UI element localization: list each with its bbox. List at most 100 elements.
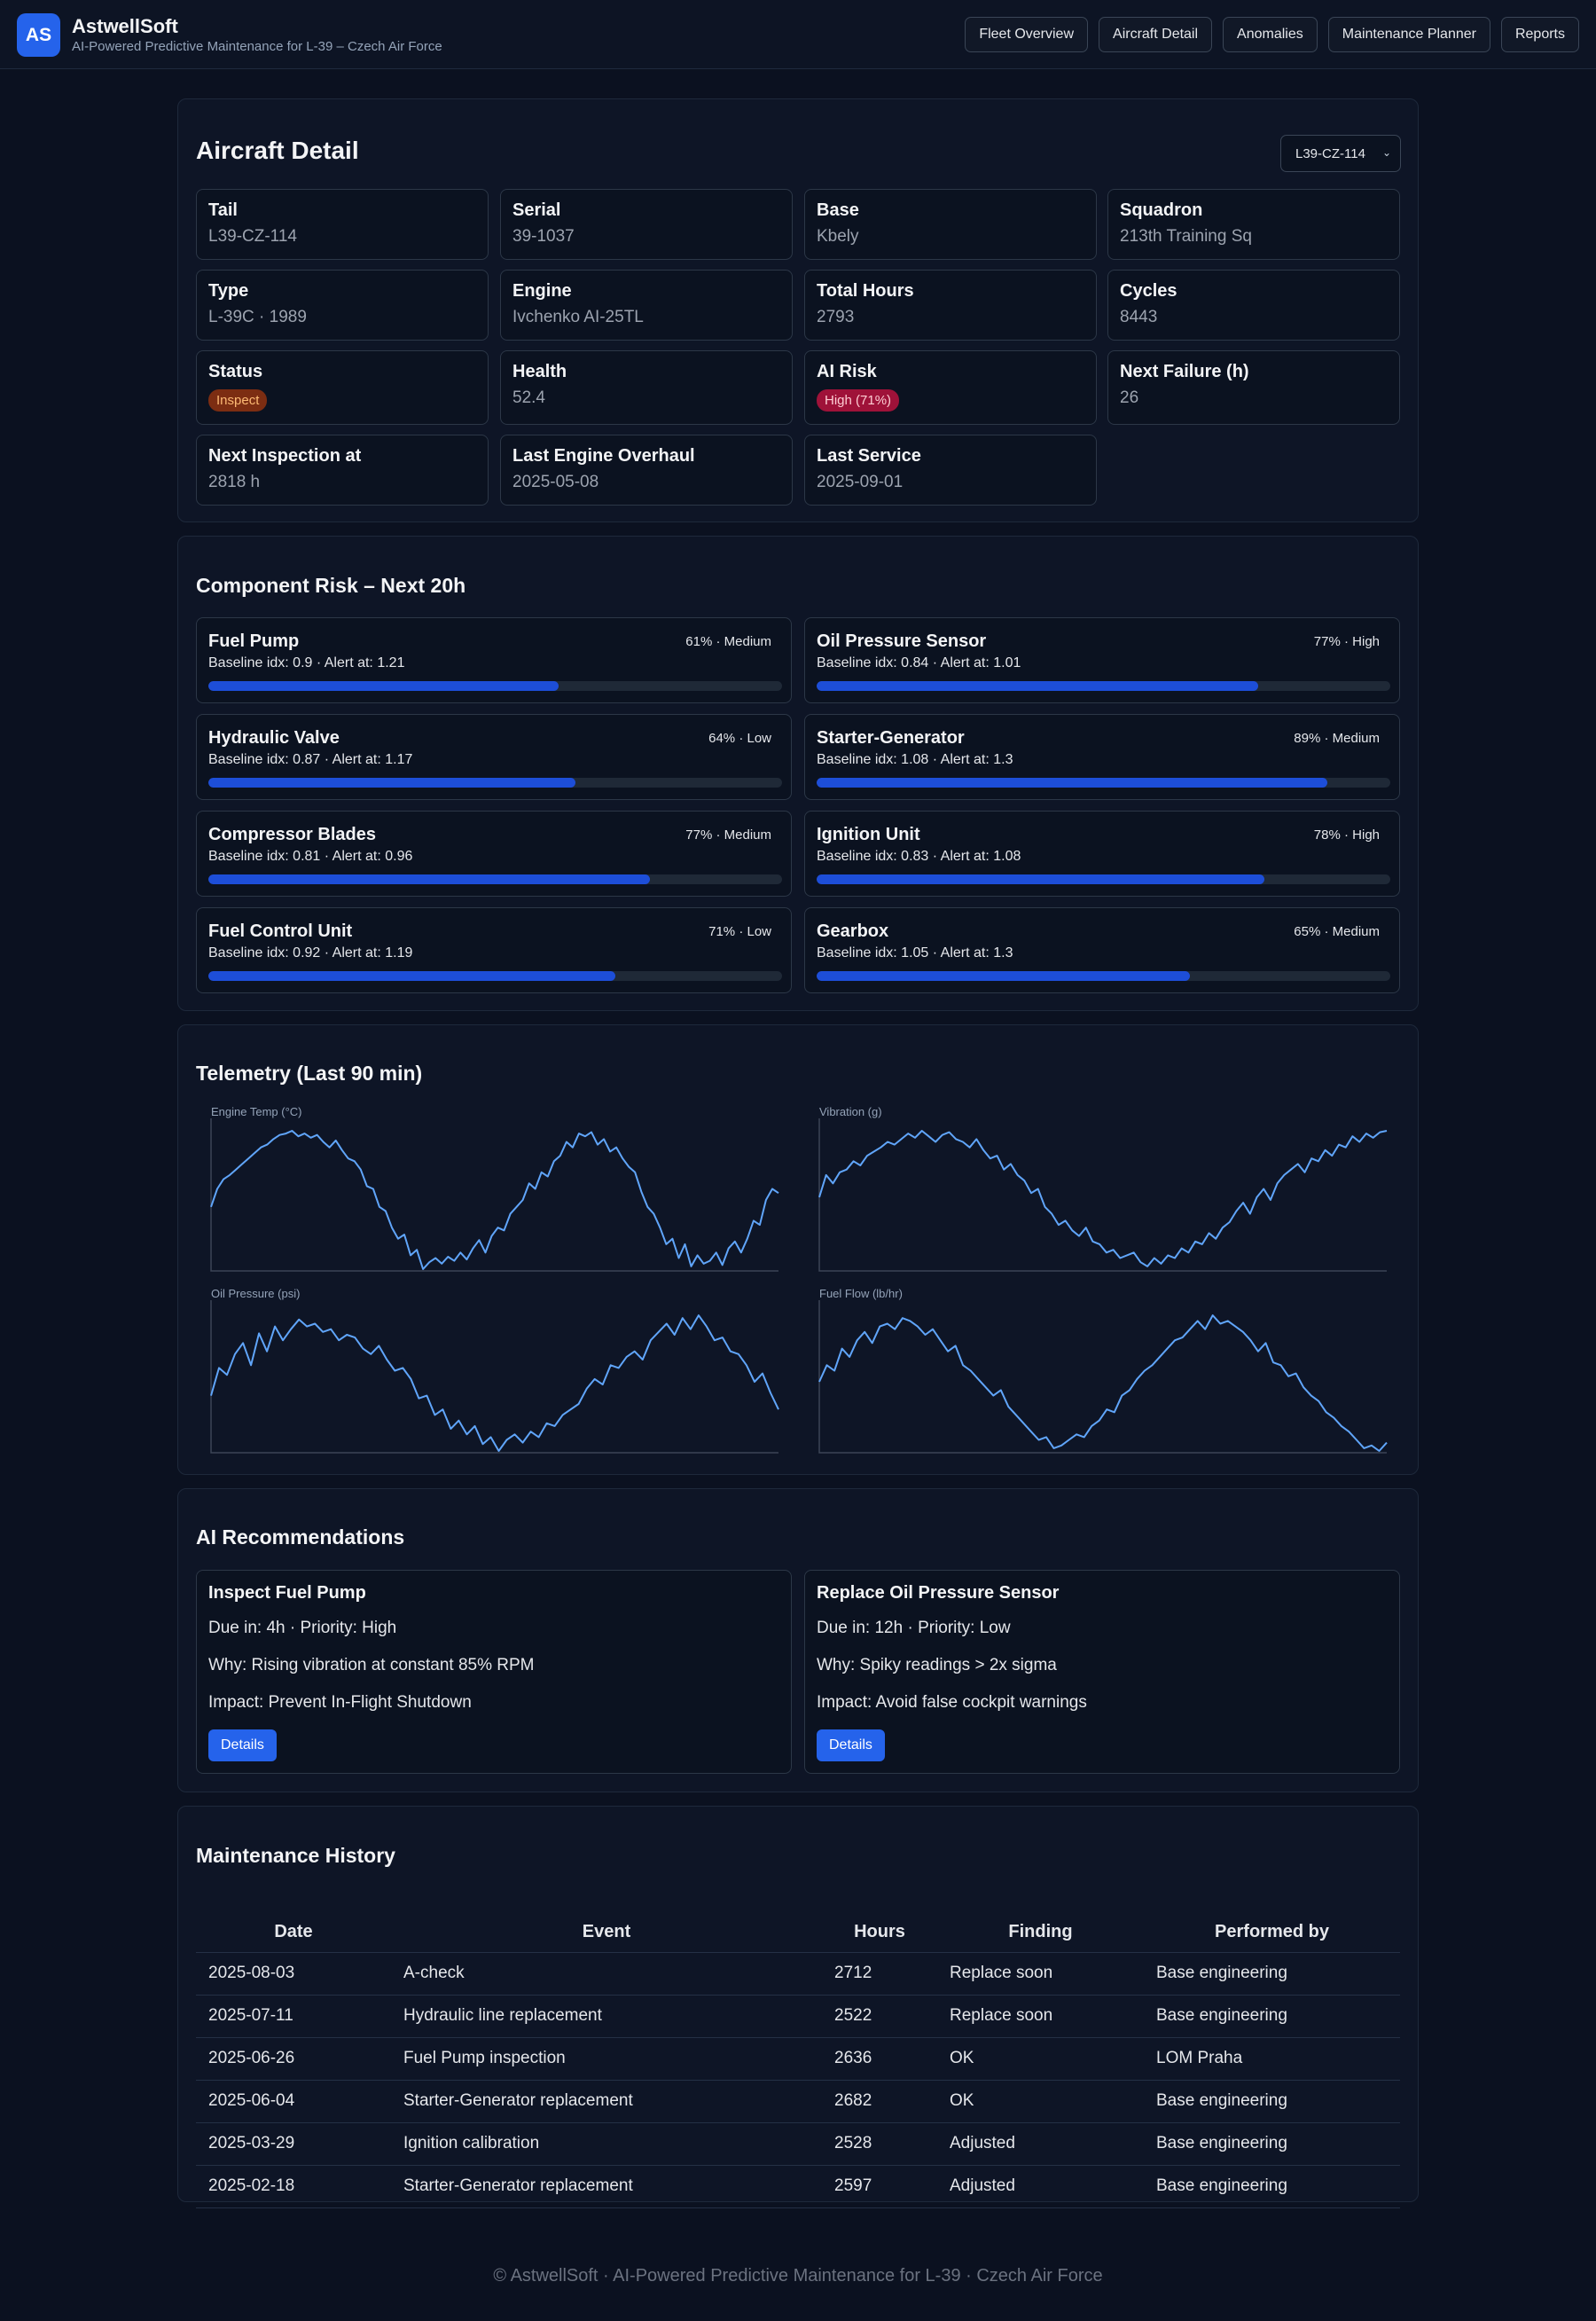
info-label: Serial <box>512 200 561 220</box>
oil-pressure-chart: Oil Pressure (psi) <box>210 1287 779 1454</box>
nav-reports[interactable]: Reports <box>1500 17 1579 52</box>
column-header: Event <box>582 1922 631 1942</box>
top-bar: AS AstwellSoft AI-Powered Predictive Mai… <box>0 0 1596 69</box>
chart-series-line <box>818 1314 1388 1452</box>
aircraft-select-value: L39-CZ-114 <box>1295 145 1365 161</box>
main-nav: Fleet Overview Aircraft Detail Anomalies… <box>965 17 1579 52</box>
component-risk-tag: 64% · Low <box>708 731 771 746</box>
chart-axis-label: Fuel Flow (lb/hr) <box>819 1287 903 1300</box>
aircraft-select[interactable]: L39-CZ-114 ⌄ <box>1280 135 1401 172</box>
table-cell: Fuel Pump inspection <box>391 2036 822 2080</box>
table-cell: 2682 <box>822 2079 937 2122</box>
info-value: 52.4 <box>512 388 545 407</box>
component-risk-item: Compressor Blades 77% · Medium Baseline id… <box>196 811 792 897</box>
column-header: Finding <box>1008 1922 1073 1942</box>
info-label: Base <box>817 200 859 220</box>
info-cycles: Cycles 8443 <box>1107 270 1400 341</box>
component-baseline: Baseline idx: 0.9 · Alert at: 1.21 <box>208 655 405 670</box>
table-cell: 2528 <box>822 2121 937 2165</box>
table-cell: Replace soon <box>937 1994 1144 2037</box>
component-name: Hydraulic Valve <box>208 728 340 748</box>
table-cell: Starter-Generator replacement <box>391 2079 822 2122</box>
telemetry-card: Telemetry (Last 90 min) Engine Temp (°C)… <box>177 1024 1419 1475</box>
risk-badge: High (71%) <box>817 389 900 412</box>
info-next-inspection: Next Inspection at 2818 h <box>196 435 489 506</box>
chevron-down-icon: ⌄ <box>1381 146 1391 159</box>
chart-series-line <box>210 1130 779 1270</box>
info-status: Status Inspect <box>196 350 489 425</box>
table-row: 2025-08-03 A-check 2712 Replace soon Base en… <box>196 1951 1400 1995</box>
info-label: Squadron <box>1120 200 1203 220</box>
chart-series-line <box>818 1130 1388 1267</box>
column-header: Performed by <box>1215 1922 1329 1942</box>
component-baseline: Baseline idx: 1.05 · Alert at: 1.3 <box>817 945 1013 961</box>
info-value: 26 <box>1120 388 1139 407</box>
recommendation-impact: Impact: Avoid false cockpit warnings <box>817 1693 1087 1712</box>
component-risk-tag: 89% · Medium <box>1294 731 1380 746</box>
component-name: Ignition Unit <box>817 825 920 844</box>
info-engine: Engine Ivchenko AI-25TL <box>500 270 793 341</box>
table-cell: 2025-02-18 <box>196 2164 391 2208</box>
recommendation-title: Inspect Fuel Pump <box>208 1583 366 1603</box>
info-label: Next Inspection at <box>208 446 362 466</box>
table-row: 2025-07-11 Hydraulic line replacement 2522… <box>196 1994 1400 2037</box>
risk-bar <box>817 681 1390 691</box>
info-total-hours: Total Hours 2793 <box>804 270 1097 341</box>
info-value: Ivchenko AI-25TL <box>512 308 644 326</box>
details-button[interactable]: Details <box>817 1729 885 1761</box>
nav-aircraft-detail[interactable]: Aircraft Detail <box>1099 17 1213 52</box>
info-value: 39-1037 <box>512 227 575 246</box>
app-logo[interactable]: AS <box>17 13 60 57</box>
component-baseline: Baseline idx: 0.87 · Alert at: 1.17 <box>208 752 413 767</box>
nav-anomalies[interactable]: Anomalies <box>1223 17 1318 52</box>
info-last-engine-overhaul: Last Engine Overhaul 2025-05-08 <box>500 435 793 506</box>
table-row: 2025-06-26 Fuel Pump inspection 2636 OK LOM … <box>196 2036 1400 2080</box>
maintenance-history-card: Maintenance History Date Event Hours Fin… <box>177 1806 1419 2208</box>
app-name: AstwellSoft <box>72 15 178 37</box>
nav-maintenance-planner[interactable]: Maintenance Planner <box>1327 17 1490 52</box>
table-cell: Base engineering <box>1144 1951 1400 1995</box>
info-label: Health <box>512 362 567 381</box>
component-risk-item: Gearbox 65% · Medium Baseline idx: 1.05 · … <box>804 907 1400 993</box>
info-health: Health 52.4 <box>500 350 793 425</box>
chart-axis <box>818 1300 1387 1454</box>
nav-fleet-overview[interactable]: Fleet Overview <box>965 17 1089 52</box>
details-button[interactable]: Details <box>208 1729 277 1761</box>
table-cell: Base engineering <box>1144 2079 1400 2122</box>
table-row: 2025-03-29 Ignition calibration 2528 Adjust… <box>196 2121 1400 2165</box>
chart-series-line <box>210 1314 779 1452</box>
component-risk-card: Component Risk – Next 20h Fuel Pump 61% ·… <box>177 536 1419 1011</box>
component-name: Starter-Generator <box>817 728 965 748</box>
column-header: Date <box>274 1922 313 1942</box>
ai-recommendations-card: AI Recommendations Inspect Fuel Pump Due… <box>177 1488 1419 1792</box>
column-header: Hours <box>854 1922 905 1942</box>
risk-bar-fill <box>817 971 1190 981</box>
risk-bar <box>208 971 782 981</box>
section-title: Maintenance History <box>196 1844 395 1867</box>
chart-axis-label: Engine Temp (°C) <box>211 1105 302 1118</box>
table-cell: LOM Praha <box>1144 2036 1400 2080</box>
table-cell: Adjusted <box>937 2164 1144 2208</box>
table-cell: Base engineering <box>1144 2121 1400 2165</box>
component-risk-item: Fuel Pump 61% · Medium Baseline idx: 0.9 ·… <box>196 617 792 703</box>
risk-bar-fill <box>817 681 1259 691</box>
risk-bar-fill <box>817 778 1327 788</box>
info-last-service: Last Service 2025-09-01 <box>804 435 1097 506</box>
info-value: 2025-09-01 <box>817 473 904 491</box>
table-cell: Adjusted <box>937 2121 1144 2165</box>
info-label: Next Failure (h) <box>1120 362 1249 381</box>
table-cell: OK <box>937 2036 1144 2080</box>
component-risk-tag: 77% · High <box>1313 634 1380 649</box>
component-risk-item: Hydraulic Valve 64% · Low Baseline idx: 0.… <box>196 714 792 800</box>
risk-bar-fill <box>208 778 576 788</box>
recommendation-due: Due in: 12h · Priority: Low <box>817 1619 1011 1637</box>
info-label: AI Risk <box>817 362 877 381</box>
footer: © AstwellSoft · AI-Powered Predictive Ma… <box>493 2266 1103 2286</box>
chart-axis-label: Vibration (g) <box>819 1105 882 1118</box>
table-cell: Base engineering <box>1144 2164 1400 2208</box>
component-name: Oil Pressure Sensor <box>817 631 987 651</box>
component-name: Fuel Control Unit <box>208 921 353 941</box>
risk-bar-fill <box>208 874 651 884</box>
app-subtitle: AI-Powered Predictive Maintenance for L-… <box>72 39 442 54</box>
history-table: Date Event Hours Finding Performed by 20… <box>196 1913 1400 2208</box>
